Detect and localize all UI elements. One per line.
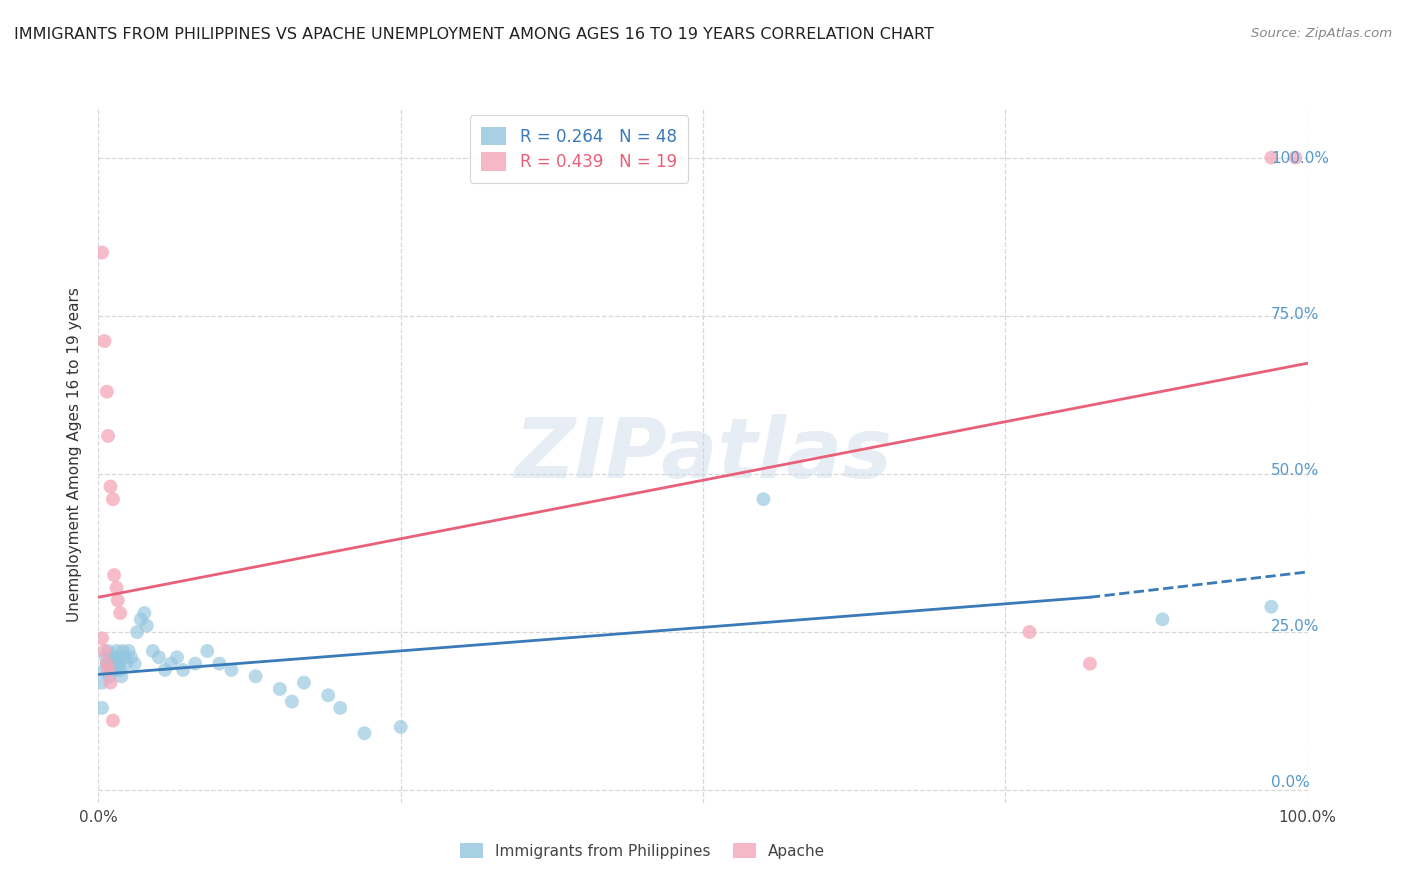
Point xyxy=(219,643,242,657)
Point xyxy=(172,649,194,664)
Point xyxy=(307,662,329,676)
Point xyxy=(167,668,190,682)
Point xyxy=(1243,150,1265,164)
Point xyxy=(437,712,460,726)
Point xyxy=(350,668,373,682)
Point xyxy=(225,656,247,670)
Point xyxy=(180,656,202,670)
Point xyxy=(405,718,427,732)
Point xyxy=(176,668,198,682)
Point xyxy=(170,656,193,670)
Point xyxy=(328,674,350,689)
Text: Source: ZipAtlas.com: Source: ZipAtlas.com xyxy=(1251,27,1392,40)
Text: ZIPatlas: ZIPatlas xyxy=(531,410,910,491)
Point xyxy=(173,425,195,439)
Point xyxy=(188,643,211,657)
Point xyxy=(179,562,201,576)
Point xyxy=(208,612,231,626)
Point xyxy=(763,487,786,501)
Point xyxy=(177,656,200,670)
Point xyxy=(202,606,225,620)
Point xyxy=(172,643,194,657)
Point xyxy=(263,637,285,651)
Point xyxy=(176,649,198,664)
Point xyxy=(177,487,200,501)
Point xyxy=(1004,618,1026,632)
Point xyxy=(200,618,222,632)
Text: IMMIGRANTS FROM PHILIPPINES VS APACHE UNEMPLOYMENT AMONG AGES 16 TO 19 YEARS COR: IMMIGRANTS FROM PHILIPPINES VS APACHE UN… xyxy=(14,27,934,42)
Point xyxy=(177,706,200,720)
Point xyxy=(235,643,257,657)
Point xyxy=(274,649,297,664)
Point xyxy=(167,244,190,258)
Point xyxy=(181,637,204,651)
Point xyxy=(191,637,214,651)
Point xyxy=(183,649,205,664)
Point xyxy=(181,643,204,657)
Point xyxy=(172,381,194,395)
Point xyxy=(1057,649,1080,664)
Point xyxy=(186,637,209,651)
Point xyxy=(179,649,201,664)
Point xyxy=(1222,150,1244,164)
Point xyxy=(184,656,207,670)
Point xyxy=(240,656,263,670)
Point xyxy=(172,649,194,664)
Point xyxy=(184,599,207,614)
Point xyxy=(173,637,195,651)
Point xyxy=(231,649,253,664)
Point xyxy=(167,624,190,639)
Point xyxy=(177,643,200,657)
Point xyxy=(190,649,212,664)
Point xyxy=(170,637,193,651)
Point xyxy=(1123,606,1146,620)
Point xyxy=(181,587,204,601)
Point xyxy=(197,649,219,664)
Point xyxy=(205,599,228,614)
Point xyxy=(174,662,197,676)
Legend: Immigrants from Philippines, Apache: Immigrants from Philippines, Apache xyxy=(477,827,855,855)
Point xyxy=(214,637,236,651)
Point xyxy=(170,331,193,345)
Point xyxy=(167,693,190,707)
Point xyxy=(194,643,217,657)
Point xyxy=(284,656,307,670)
Point xyxy=(173,656,195,670)
Point xyxy=(181,574,204,589)
Point xyxy=(1222,593,1244,607)
Point xyxy=(186,662,208,676)
Point xyxy=(176,475,198,489)
Y-axis label: Unemployment Among Ages 16 to 19 years: Unemployment Among Ages 16 to 19 years xyxy=(67,283,83,618)
Point xyxy=(382,693,405,707)
Point xyxy=(339,687,361,701)
Point xyxy=(371,681,394,695)
Point xyxy=(252,649,274,664)
